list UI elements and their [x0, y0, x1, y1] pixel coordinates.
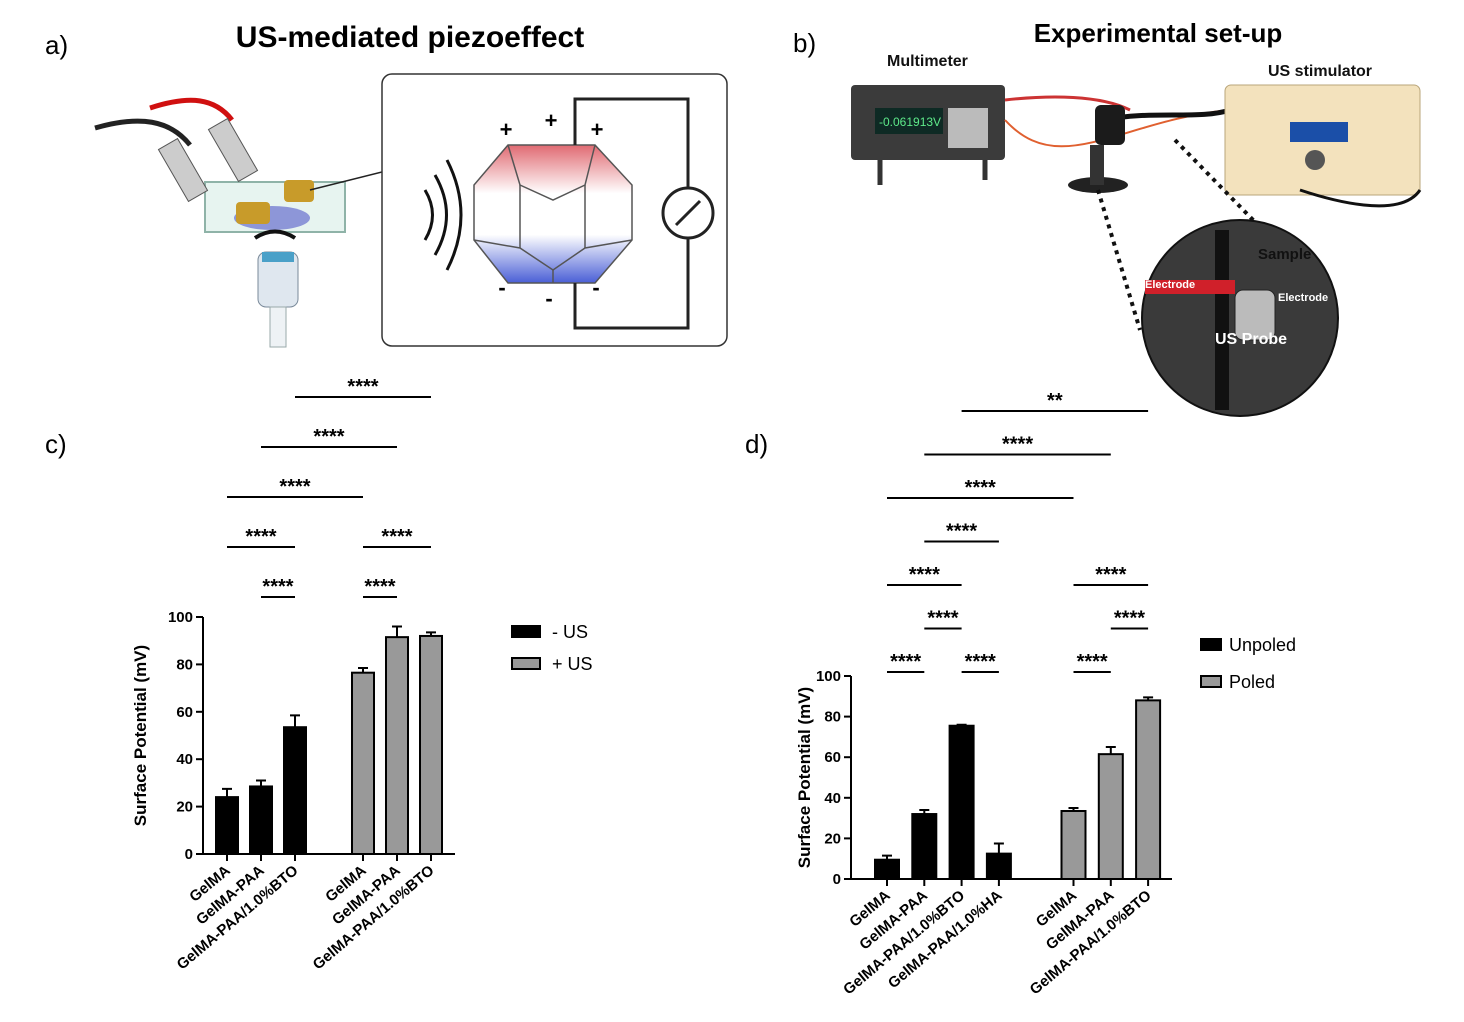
error-bar	[956, 723, 967, 726]
error-bar	[1068, 806, 1079, 811]
y-tick-label: 80	[176, 656, 193, 673]
error-bar	[358, 666, 368, 673]
panel-label: c)	[45, 429, 67, 459]
panel-label: a)	[45, 30, 68, 60]
circuit	[573, 97, 715, 330]
bar	[1060, 809, 1087, 880]
charge-sign: +	[500, 117, 513, 142]
legend-swatch	[511, 657, 541, 670]
photo-label: US stimulator	[1268, 63, 1372, 80]
legend-label: - US	[552, 622, 588, 642]
y-tick-label: 80	[824, 709, 841, 726]
charge-sign: -	[592, 275, 599, 300]
panel-title: US-mediated piezoeffect	[236, 21, 584, 54]
significance-label: ****	[262, 576, 293, 598]
ultrasound-waves	[423, 159, 463, 271]
inset-details	[1145, 230, 1276, 410]
bar	[351, 671, 375, 855]
significance-label: ****	[245, 526, 276, 548]
significance-label: ****	[1002, 434, 1033, 456]
bar	[985, 852, 1012, 880]
significance-label: ****	[909, 564, 940, 586]
legend-swatch	[1200, 675, 1222, 688]
bar-chart: c)Surface Potential (mV)020406080100GelM…	[45, 376, 593, 973]
significance-label: ****	[279, 476, 310, 498]
y-tick-label: 0	[833, 871, 841, 888]
significance-label: ****	[1095, 564, 1126, 586]
legend-swatch	[511, 625, 541, 638]
bar	[385, 636, 409, 856]
charge-sign: -	[545, 286, 552, 311]
significance-label: ****	[965, 477, 996, 499]
error-bar	[222, 787, 232, 798]
significance-label: ****	[313, 426, 344, 448]
y-tick-label: 60	[824, 749, 841, 766]
charge-sign: -	[498, 275, 505, 300]
bar-chart: d)Surface Potential (mV)020406080100GelM…	[745, 390, 1296, 998]
significance-label: ****	[364, 576, 395, 598]
panel-label: b)	[793, 28, 816, 58]
bar	[948, 724, 975, 880]
error-bar	[882, 854, 892, 860]
zoom-lines	[1096, 138, 1257, 331]
y-tick-label: 0	[185, 846, 193, 863]
significance-label: ****	[946, 521, 977, 543]
significance-label: ****	[1077, 651, 1108, 673]
significance-label: ****	[927, 608, 958, 630]
error-bar	[993, 842, 1004, 854]
y-axis-label: Surface Potential (mV)	[795, 687, 814, 868]
significance-label: ****	[381, 526, 412, 548]
bar	[419, 634, 443, 856]
significance-label: **	[1047, 390, 1063, 412]
charge-sign: +	[591, 117, 604, 142]
error-bar	[1143, 696, 1154, 701]
bar	[215, 796, 239, 855]
bar	[1135, 699, 1162, 880]
legend-label: Unpoled	[1229, 635, 1296, 655]
significance-label: ****	[965, 651, 996, 673]
error-bar	[426, 631, 436, 636]
panel-label: d)	[745, 429, 768, 459]
setup-photo	[851, 84, 1422, 208]
significance-label: ****	[1114, 608, 1145, 630]
error-bar	[392, 625, 402, 638]
significance-label: ****	[890, 651, 921, 673]
significance-label: ****	[347, 376, 378, 398]
y-tick-label: 60	[176, 704, 193, 721]
legend-swatch	[1200, 638, 1222, 651]
bar	[1097, 753, 1124, 881]
error-bar	[290, 714, 300, 728]
photo-label: US Probe	[1215, 331, 1287, 348]
setup-illustration	[94, 97, 383, 348]
y-tick-label: 40	[824, 790, 841, 807]
panel-title: Experimental set-up	[1034, 18, 1283, 48]
piezo-crystal	[473, 144, 633, 284]
y-tick-label: 100	[816, 668, 841, 685]
multimeter-display: -0.061913V	[879, 115, 941, 129]
charge-sign: +	[545, 108, 558, 133]
error-bar	[256, 779, 266, 787]
y-tick-label: 100	[168, 609, 193, 626]
photo-label: Electrode	[1145, 279, 1195, 291]
y-tick-label: 20	[824, 830, 841, 847]
bar	[249, 785, 273, 856]
legend-label: + US	[552, 654, 593, 674]
legend-label: Poled	[1229, 672, 1275, 692]
photo-label: Electrode	[1278, 292, 1328, 304]
bar	[283, 726, 307, 856]
error-bar	[1105, 746, 1116, 755]
bar	[911, 813, 938, 880]
y-tick-label: 40	[176, 751, 193, 768]
bar	[874, 858, 900, 881]
error-bar	[919, 808, 930, 815]
y-tick-label: 20	[176, 799, 193, 816]
photo-label: Multimeter	[887, 53, 968, 70]
y-axis-label: Surface Potential (mV)	[131, 645, 150, 826]
photo-label: Sample	[1258, 246, 1311, 263]
